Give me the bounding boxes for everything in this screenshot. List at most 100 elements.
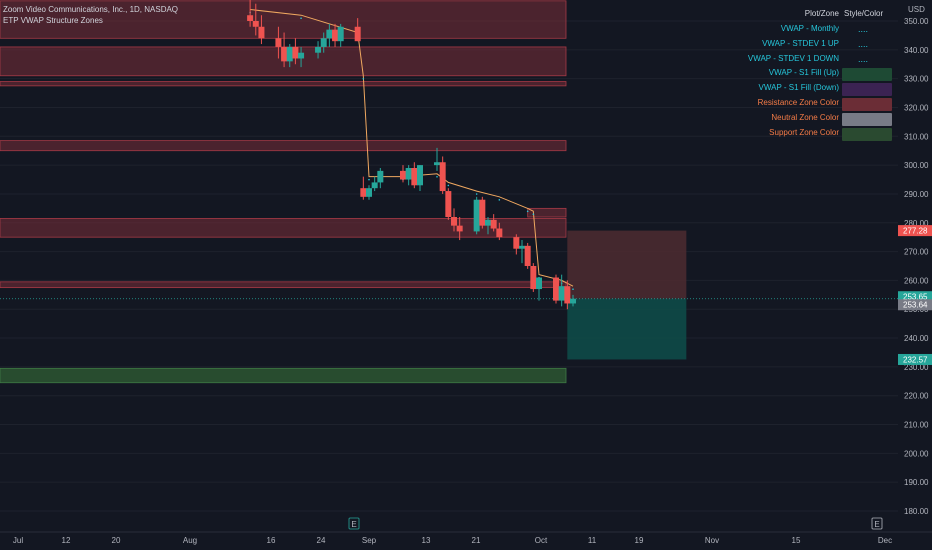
candle-body bbox=[434, 162, 440, 166]
candle-body bbox=[490, 219, 497, 229]
candle-body bbox=[536, 277, 542, 290]
currency-label: USD bbox=[908, 5, 925, 14]
candle-body bbox=[275, 38, 282, 47]
candle bbox=[354, 18, 361, 42]
candle bbox=[479, 196, 486, 229]
price-tag-label: 253.64 bbox=[903, 301, 928, 310]
legend-row: VWAP - S1 Fill (Up) bbox=[745, 68, 895, 82]
time-tick-label: Jul bbox=[13, 536, 23, 545]
candle bbox=[377, 168, 384, 189]
price-tick-label: 230.00 bbox=[904, 363, 929, 372]
candle bbox=[439, 156, 446, 194]
candle bbox=[315, 41, 322, 59]
legend-row-label: VWAP - STDEV 1 DOWN bbox=[747, 53, 839, 63]
candle bbox=[252, 3, 259, 36]
legend-header-style: Style/Color bbox=[844, 9, 884, 18]
price-tick-label: 210.00 bbox=[904, 421, 929, 430]
legend-row-label: VWAP - STDEV 1 UP bbox=[762, 38, 839, 48]
candle bbox=[281, 32, 288, 68]
time-tick-label: Oct bbox=[535, 536, 548, 545]
candle-body bbox=[519, 245, 525, 249]
time-tick-label: 15 bbox=[792, 536, 801, 545]
candle bbox=[536, 277, 542, 301]
candle bbox=[326, 23, 333, 47]
candle bbox=[320, 32, 327, 53]
candle bbox=[400, 165, 406, 183]
vwap-band-dot bbox=[572, 288, 574, 290]
resistance-zone bbox=[0, 140, 567, 152]
price-tick-label: 340.00 bbox=[904, 46, 929, 55]
time-tick-label: 24 bbox=[317, 536, 326, 545]
candle-body bbox=[366, 188, 372, 197]
legend-row-label: Support Zone Color bbox=[769, 127, 839, 137]
target-reward-zone bbox=[567, 298, 687, 360]
legend-color-swatch bbox=[842, 127, 892, 141]
candle bbox=[292, 38, 299, 65]
price-tick-label: 260.00 bbox=[904, 276, 929, 285]
vwap-band-dot bbox=[532, 213, 535, 216]
candle-body bbox=[258, 26, 265, 39]
candle bbox=[405, 165, 412, 186]
candle-body bbox=[530, 266, 537, 290]
candle-body bbox=[445, 191, 452, 217]
candle bbox=[451, 208, 457, 232]
time-tick-label: Sep bbox=[362, 536, 377, 545]
zones-layer bbox=[0, 0, 898, 512]
candle-body bbox=[553, 277, 559, 301]
candle-body bbox=[479, 199, 486, 226]
candle-body bbox=[400, 170, 406, 180]
price-tick-label: 280.00 bbox=[904, 219, 929, 228]
candle-body bbox=[252, 21, 259, 27]
candle-body bbox=[485, 219, 491, 226]
legend-color-swatch bbox=[842, 68, 892, 82]
legend-row-label: Neutral Zone Color bbox=[771, 112, 839, 122]
price-axis[interactable]: USD 350.00 340.00 330.00 320.00 310.00 300.00 2… bbox=[898, 0, 932, 550]
candle bbox=[558, 274, 565, 307]
candle-body bbox=[281, 46, 288, 62]
earnings-icon bbox=[871, 517, 883, 530]
candle bbox=[371, 176, 378, 192]
price-tick-label: 350.00 bbox=[904, 17, 929, 26]
legend-row: VWAP - STDEV 1 UP.... bbox=[745, 39, 895, 53]
legend-dotted-style-icon: .... bbox=[858, 24, 869, 34]
candle bbox=[286, 44, 293, 68]
price-tick-label: 290.00 bbox=[904, 190, 929, 199]
candle bbox=[366, 185, 372, 200]
legend-row-label: VWAP - Monthly bbox=[780, 24, 839, 33]
candles-layer bbox=[247, 0, 576, 310]
legend-row-label: Resistance Zone Color bbox=[757, 98, 839, 107]
legend-color-swatch bbox=[842, 112, 892, 126]
legend-row: Resistance Zone Color bbox=[745, 98, 895, 112]
time-tick-label: 20 bbox=[112, 536, 121, 545]
vwap-band-dot bbox=[447, 184, 450, 187]
candle-body bbox=[354, 26, 361, 42]
candle bbox=[258, 15, 265, 45]
candle-body bbox=[570, 298, 576, 304]
target-box-layer bbox=[0, 230, 898, 360]
candle bbox=[456, 217, 463, 241]
legend-row: VWAP - STDEV 1 DOWN.... bbox=[745, 54, 895, 68]
candle bbox=[360, 176, 367, 200]
candle-body bbox=[286, 46, 293, 62]
price-tag-label: 277.28 bbox=[903, 227, 928, 236]
candle-body bbox=[411, 168, 418, 186]
price-tick-label: 190.00 bbox=[904, 478, 929, 487]
time-axis[interactable]: Jul 12 20 Aug 16 24 Sep 13 21 Oct 11 19 Nov 15 Dec bbox=[0, 531, 932, 545]
price-tag-neutral bbox=[898, 299, 932, 311]
candle-body bbox=[247, 15, 254, 21]
vwap-band-dot bbox=[475, 193, 478, 195]
candle-body bbox=[496, 228, 503, 238]
legend-row: Neutral Zone Color bbox=[745, 112, 895, 127]
candle-body bbox=[315, 46, 322, 53]
price-tick-label: 200.00 bbox=[904, 449, 929, 458]
candle bbox=[519, 240, 525, 264]
legend-row: Support Zone Color bbox=[745, 127, 895, 142]
resistance-zone bbox=[0, 81, 567, 87]
earnings-icon bbox=[348, 517, 360, 530]
earnings-icon-letter: E bbox=[874, 520, 879, 529]
price-tick-label: 310.00 bbox=[904, 132, 929, 141]
candle bbox=[490, 214, 497, 232]
resistance-zone bbox=[0, 218, 567, 238]
